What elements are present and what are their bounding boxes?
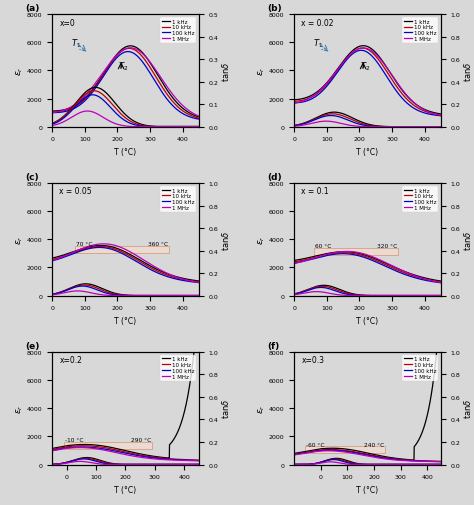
Y-axis label: tan$\delta$: tan$\delta$ bbox=[220, 230, 231, 250]
Text: $T_1$: $T_1$ bbox=[71, 38, 82, 50]
Text: (a): (a) bbox=[26, 4, 40, 13]
Text: 320 °C: 320 °C bbox=[377, 243, 398, 248]
Legend: 1 kHz, 10 kHz, 100 kHz, 1 MHz: 1 kHz, 10 kHz, 100 kHz, 1 MHz bbox=[402, 18, 438, 44]
Text: (b): (b) bbox=[268, 4, 283, 13]
Text: (d): (d) bbox=[268, 173, 283, 181]
Text: (f): (f) bbox=[268, 341, 280, 350]
X-axis label: T (°C): T (°C) bbox=[114, 485, 137, 494]
Y-axis label: $\varepsilon_r$: $\varepsilon_r$ bbox=[15, 235, 26, 245]
Text: x=0.3: x=0.3 bbox=[301, 356, 325, 365]
Legend: 1 kHz, 10 kHz, 100 kHz, 1 MHz: 1 kHz, 10 kHz, 100 kHz, 1 MHz bbox=[160, 18, 196, 44]
Y-axis label: tan$\delta$: tan$\delta$ bbox=[462, 398, 473, 419]
X-axis label: T (°C): T (°C) bbox=[356, 148, 379, 157]
Text: 60 °C: 60 °C bbox=[315, 243, 331, 248]
Text: x = 0.05: x = 0.05 bbox=[59, 187, 92, 196]
Y-axis label: $\varepsilon_r$: $\varepsilon_r$ bbox=[15, 67, 26, 76]
Text: x=0.2: x=0.2 bbox=[59, 356, 82, 365]
X-axis label: T (°C): T (°C) bbox=[114, 148, 137, 157]
Text: 290 °C: 290 °C bbox=[131, 437, 151, 442]
Bar bbox=[64, 442, 152, 449]
X-axis label: T (°C): T (°C) bbox=[114, 316, 137, 325]
Text: 360 °C: 360 °C bbox=[148, 241, 168, 246]
Y-axis label: tan$\delta$: tan$\delta$ bbox=[220, 61, 231, 81]
Text: x = 0.02: x = 0.02 bbox=[301, 19, 334, 27]
Bar bbox=[305, 446, 385, 453]
Y-axis label: $\varepsilon_r$: $\varepsilon_r$ bbox=[257, 67, 267, 76]
Legend: 1 kHz, 10 kHz, 100 kHz, 1 MHz: 1 kHz, 10 kHz, 100 kHz, 1 MHz bbox=[160, 355, 196, 381]
Text: $T_2$: $T_2$ bbox=[360, 60, 370, 73]
Y-axis label: $\varepsilon_r$: $\varepsilon_r$ bbox=[257, 403, 267, 413]
Text: x = 0.1: x = 0.1 bbox=[301, 187, 329, 196]
Y-axis label: tan$\delta$: tan$\delta$ bbox=[220, 398, 231, 419]
Y-axis label: tan$\delta$: tan$\delta$ bbox=[462, 61, 473, 81]
Bar bbox=[314, 248, 399, 256]
X-axis label: T (°C): T (°C) bbox=[356, 316, 379, 325]
Y-axis label: tan$\delta$: tan$\delta$ bbox=[462, 230, 473, 250]
Text: (e): (e) bbox=[26, 341, 40, 350]
Legend: 1 kHz, 10 kHz, 100 kHz, 1 MHz: 1 kHz, 10 kHz, 100 kHz, 1 MHz bbox=[160, 186, 196, 212]
Legend: 1 kHz, 10 kHz, 100 kHz, 1 MHz: 1 kHz, 10 kHz, 100 kHz, 1 MHz bbox=[402, 355, 438, 381]
Text: $T_2$: $T_2$ bbox=[118, 60, 128, 73]
X-axis label: T (°C): T (°C) bbox=[356, 485, 379, 494]
Y-axis label: $\varepsilon_r$: $\varepsilon_r$ bbox=[257, 235, 267, 245]
Text: 70 °C: 70 °C bbox=[76, 241, 92, 246]
Text: 240 °C: 240 °C bbox=[364, 442, 384, 446]
Text: -60 °C: -60 °C bbox=[306, 442, 324, 446]
Legend: 1 kHz, 10 kHz, 100 kHz, 1 MHz: 1 kHz, 10 kHz, 100 kHz, 1 MHz bbox=[402, 186, 438, 212]
Text: (c): (c) bbox=[26, 173, 39, 181]
Text: $T_1$: $T_1$ bbox=[313, 38, 323, 50]
Text: -10 °C: -10 °C bbox=[65, 437, 83, 442]
Bar bbox=[75, 246, 170, 253]
Y-axis label: $\varepsilon_r$: $\varepsilon_r$ bbox=[15, 403, 26, 413]
Text: x=0: x=0 bbox=[59, 19, 75, 27]
